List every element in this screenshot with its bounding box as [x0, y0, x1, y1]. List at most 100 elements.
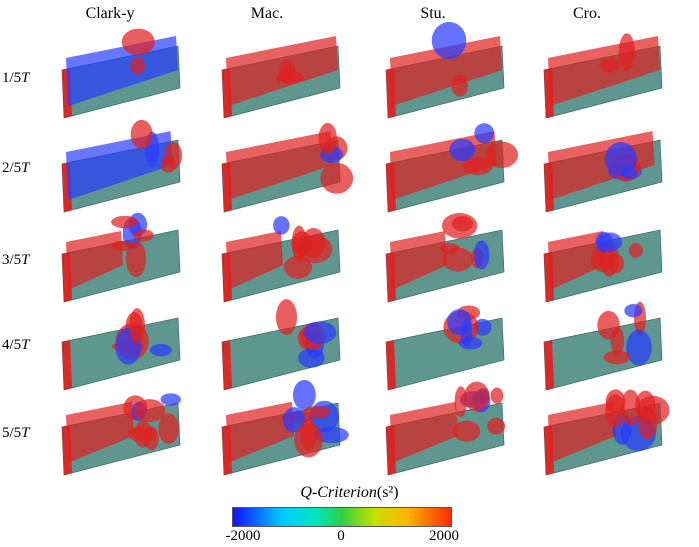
flow-panel [543, 33, 663, 119]
flow-panel [221, 299, 341, 391]
vortex-blob [303, 405, 331, 419]
vortex-blob [121, 28, 155, 56]
row-label-period-symbol: T [21, 70, 30, 86]
flow-panel [221, 36, 341, 119]
vortex-blob [462, 157, 493, 176]
vortex-blob [282, 407, 306, 433]
attached-vortex-sheet [226, 401, 294, 463]
vortex-blob [454, 386, 467, 418]
row-label-period-symbol: T [21, 252, 30, 268]
flow-panel [385, 305, 505, 391]
vortex-blob [130, 57, 146, 75]
vortex-blob [318, 122, 337, 155]
colorbar-title-quantity: Q-Criterion [300, 484, 377, 501]
flow-panel [385, 123, 519, 213]
vortex-blob [595, 231, 613, 253]
attached-vortex-sheet [390, 401, 458, 463]
vortex-blob [460, 319, 473, 347]
row-label: 1/5T [2, 70, 30, 87]
vortex-blob [485, 141, 519, 169]
column-title: Clark-y [85, 5, 135, 22]
vortex-blob [605, 394, 625, 428]
vortex-blob [431, 21, 467, 60]
vortex-blob [129, 308, 146, 344]
vortex-blob [603, 350, 631, 365]
attached-vortex-sheet [66, 36, 178, 106]
vortex-blob [298, 348, 325, 368]
column-title: Cro. [573, 5, 601, 22]
vortex-blob [620, 389, 641, 426]
vortex-blob [126, 240, 147, 277]
flow-panel [221, 122, 354, 213]
vortex-blob [452, 420, 481, 442]
vortex-blob [604, 142, 637, 176]
leading-edge-vortex [222, 340, 232, 390]
column-title: Stu. [420, 5, 446, 22]
flow-panel [543, 229, 663, 303]
row-label-fraction: 4/5 [2, 337, 22, 353]
vortex-blob [473, 240, 490, 270]
vortex-blob [320, 162, 354, 194]
row-label-period-symbol: T [21, 160, 30, 176]
vortex-blob [300, 418, 317, 451]
row-label: 3/5T [2, 252, 30, 269]
attached-vortex-sheet [390, 36, 502, 106]
row-label-period-symbol: T [21, 425, 30, 441]
vortex-blob [599, 58, 620, 73]
vortex-blob [292, 379, 316, 411]
flow-panel [385, 21, 505, 119]
row-label-fraction: 3/5 [2, 252, 22, 268]
row-label-period-symbol: T [21, 337, 30, 353]
flow-panel [61, 119, 183, 213]
vortex-blob [314, 426, 349, 444]
vortex-blob [111, 240, 134, 252]
vortex-blob [624, 303, 643, 318]
row-label: 2/5T [2, 160, 30, 177]
vortex-blob [279, 58, 296, 85]
row-label: 4/5T [2, 337, 30, 354]
flow-panel [385, 381, 506, 476]
vortex-blob [273, 216, 290, 235]
vortex-blob [283, 255, 313, 279]
vortex-blob [127, 426, 157, 442]
colorbar-min-label: -2000 [225, 528, 261, 544]
vortex-blob [160, 156, 176, 173]
colorbar-title-unit: (s²) [376, 484, 399, 501]
flow-panel [543, 131, 663, 213]
vortex-blob [626, 329, 652, 366]
row-label: 5/5T [2, 425, 30, 442]
vortex-blob [490, 387, 504, 404]
vortex-blob [158, 413, 179, 444]
flow-panel [221, 216, 341, 303]
flow-panel [543, 301, 663, 391]
vortex-blob [449, 138, 476, 162]
leading-edge-vortex [62, 340, 72, 390]
flow-panel [61, 28, 181, 119]
attached-vortex-sheet [66, 231, 123, 290]
vortex-blob [474, 123, 495, 144]
flow-panel [543, 389, 670, 476]
attached-vortex-sheet [226, 231, 283, 290]
attached-vortex-sheet [390, 231, 447, 290]
vortex-blob [638, 406, 658, 440]
attached-vortex-sheet [548, 231, 605, 290]
vortex-blob [160, 393, 181, 406]
flow-panel [61, 308, 181, 391]
vortex-blob [303, 321, 337, 344]
leading-edge-vortex [386, 340, 396, 390]
vortex-blob [590, 246, 614, 272]
column-title: Mac. [250, 5, 284, 22]
colorbar [232, 507, 452, 527]
leading-edge-vortex [544, 340, 554, 390]
flow-panel [61, 393, 181, 476]
vortex-blob [464, 381, 490, 412]
colorbar-title: Q-Criterion(s²) [0, 484, 699, 502]
vortex-blob [275, 299, 298, 335]
attached-vortex-sheet [66, 401, 134, 463]
vortex-blob [111, 215, 139, 229]
vortex-blob [440, 243, 460, 254]
flow-panel [385, 213, 505, 303]
colorbar-max-label: 2000 [429, 528, 459, 544]
vortex-blob [149, 343, 172, 357]
panel-grid [61, 21, 670, 476]
